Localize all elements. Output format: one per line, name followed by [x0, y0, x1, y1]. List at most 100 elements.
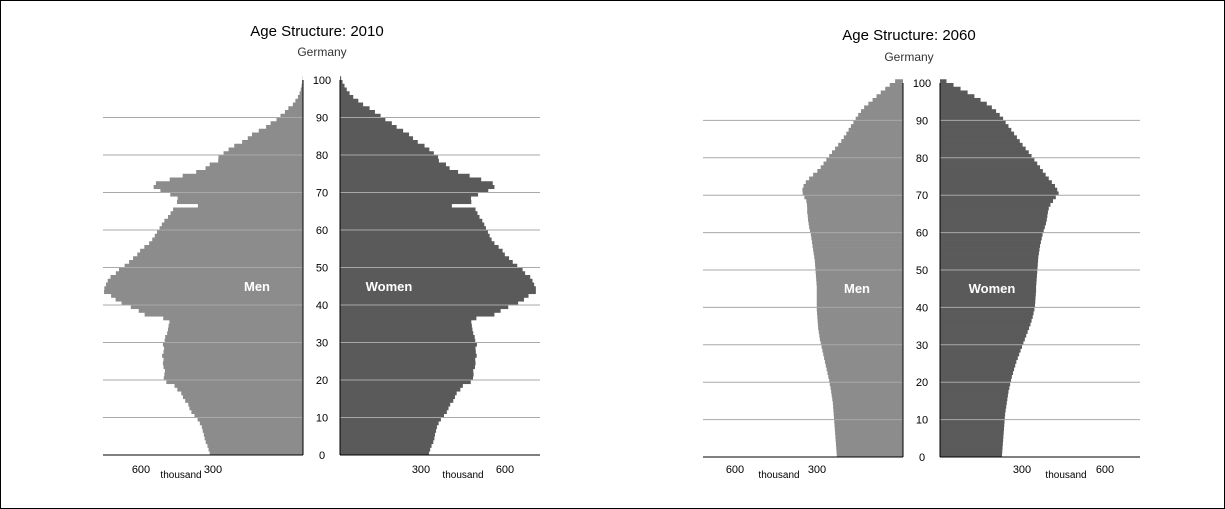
bar-women-age-7: [340, 425, 437, 430]
bar-women-age-81: [340, 147, 430, 152]
bar-men-age-33: [818, 329, 903, 334]
bar-women-age-80: [940, 154, 1032, 159]
bar-men-age-97: [880, 90, 903, 95]
chart-subtitle: Germany: [884, 50, 933, 64]
bar-women-age-11: [340, 410, 447, 415]
bar-women-age-77: [940, 165, 1041, 170]
bar-women-age-22: [940, 370, 1013, 376]
bar-men-age-35: [169, 320, 303, 325]
bar-men-age-67: [806, 202, 903, 207]
bar-women-age-47: [940, 277, 1037, 282]
bar-men-age-64: [170, 211, 303, 216]
bar-men-age-11: [191, 410, 303, 415]
bar-women-age-67: [940, 202, 1051, 207]
bar-men-age-80: [829, 154, 903, 159]
bar-men-age-90: [280, 113, 303, 118]
bar-men-age-46: [816, 281, 903, 286]
bar-women-age-44: [940, 288, 1037, 293]
bar-women-age-18: [940, 385, 1010, 390]
bar-men-age-69: [170, 192, 303, 197]
bar-men-age-70: [160, 188, 303, 193]
bar-women-age-60: [940, 228, 1044, 233]
bar-men-age-36: [817, 318, 903, 323]
y-tick-label-60: 60: [916, 228, 928, 240]
bar-men-age-39: [816, 307, 903, 312]
bar-women-age-75: [940, 172, 1046, 177]
y-tick-label-100: 100: [913, 78, 931, 90]
bar-men-age-42: [816, 296, 903, 301]
bar-women-age-52: [340, 256, 510, 261]
bar-women-age-95: [940, 97, 981, 102]
bar-women-age-42: [940, 296, 1036, 301]
bar-men-age-52: [814, 258, 903, 263]
bar-men-age-64: [807, 213, 903, 218]
bar-men-age-73: [805, 180, 903, 185]
x-tick-label-right-600: 600: [1096, 464, 1114, 476]
bar-men-age-16: [181, 391, 303, 396]
y-tick-label-30: 30: [316, 338, 328, 350]
bar-women-age-88: [340, 121, 392, 126]
bar-men-age-56: [812, 243, 903, 248]
bar-men-age-94: [295, 98, 303, 103]
bar-men-age-94: [868, 101, 903, 106]
bar-men-age-51: [815, 262, 903, 267]
bar-women-age-68: [340, 196, 472, 201]
bar-men-age-70: [802, 191, 903, 196]
bar-women-age-57: [940, 240, 1041, 245]
bar-men-age-3: [835, 442, 903, 447]
bar-men-age-8: [834, 423, 903, 428]
bar-women-age-31: [940, 337, 1025, 342]
bar-women-age-65: [340, 207, 476, 212]
bar-men-age-90: [855, 116, 903, 121]
bar-women-age-4: [940, 438, 1004, 443]
bar-women-age-21: [340, 372, 474, 377]
bar-women-age-66: [340, 203, 452, 208]
bar-women-age-94: [940, 101, 987, 106]
bar-women-age-85: [940, 135, 1017, 140]
bar-men-age-60: [810, 228, 903, 233]
bar-women-age-97: [340, 87, 347, 92]
bar-women-age-18: [340, 383, 463, 388]
bar-men-age-46: [107, 278, 304, 283]
bar-women-age-68: [940, 198, 1053, 203]
bar-men-age-58: [811, 236, 903, 241]
bar-men-age-98: [885, 86, 903, 91]
bar-women-age-20: [940, 378, 1012, 383]
bar-men-age-35: [817, 322, 903, 327]
bar-men-age-38: [817, 311, 903, 316]
bar-women-age-96: [940, 94, 975, 99]
bar-men-age-95: [872, 97, 903, 102]
bar-women-age-55: [940, 247, 1040, 252]
bar-men-age-65: [807, 210, 903, 215]
bar-women-age-53: [940, 255, 1039, 260]
bar-women-age-34: [340, 323, 472, 328]
bar-men-age-7: [201, 425, 303, 430]
bar-women-age-91: [940, 112, 1000, 117]
bar-men-age-30: [820, 341, 903, 346]
bar-men-age-83: [838, 142, 903, 147]
bar-women-age-41: [940, 299, 1036, 304]
bar-women-age-61: [340, 222, 485, 227]
bar-men-age-86: [846, 131, 903, 136]
x-tick-label-left-300: 300: [808, 464, 826, 476]
axes: [103, 80, 540, 456]
bar-men-age-55: [144, 245, 303, 250]
bar-men-age-74: [809, 176, 903, 181]
bar-men-age-74: [182, 173, 303, 178]
bar-women-age-14: [940, 400, 1007, 405]
bar-women-age-64: [940, 213, 1048, 218]
bar-women-age-12: [940, 408, 1006, 413]
bar-men-age-59: [810, 232, 903, 237]
bar-women-age-98: [940, 86, 961, 91]
bar-men-age-57: [152, 237, 303, 242]
bar-women-age-33: [940, 329, 1028, 334]
bar-women-age-47: [340, 275, 531, 280]
bar-women-age-84: [340, 136, 413, 141]
bar-men-age-68: [177, 196, 303, 201]
pyramid-chart-2010: Age Structure: 2010 Germany 0 10 20 30 40 50 6…: [103, 23, 540, 481]
bar-men-age-1: [208, 447, 303, 452]
bar-women-age-73: [340, 177, 482, 182]
bar-men-age-9: [197, 417, 303, 422]
bar-men-age-24: [162, 361, 303, 366]
bar-men-age-84: [841, 139, 903, 144]
